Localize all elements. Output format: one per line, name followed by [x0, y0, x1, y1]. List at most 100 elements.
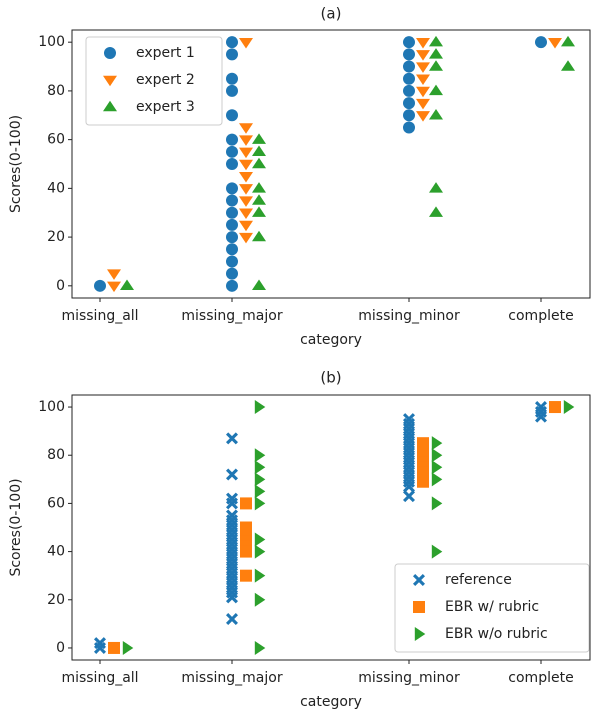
legend-marker: [103, 75, 117, 87]
x-tick-label: complete: [508, 308, 573, 324]
data-point: [431, 544, 443, 559]
data-point: [403, 60, 415, 73]
data-point: [403, 72, 415, 85]
data-point: [416, 37, 430, 49]
legend-marker: [104, 47, 116, 59]
data-point: [252, 279, 266, 291]
data-point: [416, 74, 430, 86]
data-point: [416, 111, 430, 122]
data-point: [226, 243, 238, 256]
data-point: [226, 36, 238, 49]
data-point: [226, 255, 238, 268]
legend-label: expert 2: [136, 72, 195, 88]
data-point: [108, 641, 120, 654]
legend: reference EBR w/ rubric EBR w/o rubric: [394, 563, 590, 653]
data-point: [429, 84, 443, 96]
data-point: [240, 497, 252, 510]
data-point: [431, 496, 443, 511]
data-point: [240, 545, 252, 558]
data-point: [429, 48, 443, 59]
data-point: [226, 591, 238, 604]
legend-label: EBR w/o rubric: [445, 626, 548, 642]
data-point: [561, 60, 575, 71]
data-point: [416, 50, 430, 61]
legend-marker: [414, 627, 426, 641]
legend-marker: [413, 574, 425, 586]
data-point: [239, 184, 253, 195]
legend-marker: [413, 601, 425, 613]
data-point: [239, 232, 253, 244]
y-tick-label: 0: [56, 640, 65, 656]
data-point: [226, 84, 238, 97]
data-point: [226, 145, 238, 158]
data-point: [403, 121, 415, 134]
data-point: [94, 641, 106, 654]
data-point: [107, 281, 121, 293]
data-point: [94, 279, 106, 292]
data-point: [403, 84, 415, 97]
data-point: [403, 48, 415, 61]
data-point: [252, 194, 266, 205]
data-point: [239, 196, 253, 207]
data-point: [226, 468, 238, 481]
y-axis-label: Scores(0-100): [8, 478, 24, 576]
data-point: [226, 158, 238, 170]
legend-box: [394, 563, 590, 653]
x-axis-label: category: [300, 694, 362, 710]
y-tick-label: 60: [47, 132, 65, 148]
x-tick-label: missing_major: [181, 670, 282, 686]
data-point: [429, 206, 443, 217]
data-point: [417, 475, 429, 488]
data-point: [254, 484, 266, 499]
data-point: [403, 97, 415, 110]
data-point: [403, 480, 415, 493]
data-point: [429, 108, 443, 120]
data-point: [431, 448, 443, 463]
data-point: [239, 135, 253, 146]
data-point: [226, 613, 238, 626]
data-point: [239, 37, 253, 49]
data-point: [416, 62, 430, 73]
y-tick-label: 20: [47, 592, 65, 608]
data-point: [226, 206, 238, 219]
data-point: [254, 400, 266, 415]
y-tick-label: 60: [47, 495, 65, 511]
data-point: [226, 432, 238, 445]
y-tick-label: 20: [47, 229, 65, 245]
data-point: [120, 279, 134, 291]
data-point: [226, 231, 238, 244]
y-tick-label: 100: [38, 399, 65, 415]
data-point: [252, 230, 266, 242]
data-point: [226, 48, 238, 61]
chart-title: (a): [321, 5, 342, 23]
x-axis-label: category: [300, 332, 362, 348]
data-point: [240, 569, 252, 582]
data-point: [254, 472, 266, 487]
plot-frame: [71, 394, 591, 661]
data-point: [254, 532, 266, 547]
y-tick-label: 80: [47, 83, 65, 99]
data-point: [226, 72, 238, 85]
y-tick-label: 80: [47, 447, 65, 463]
data-point: [254, 544, 266, 559]
data-point: [429, 182, 443, 193]
x-tick-label: missing_minor: [358, 670, 460, 686]
data-point: [252, 133, 266, 144]
data-point: [226, 279, 238, 292]
chart-title: (b): [320, 369, 341, 387]
data-point: [254, 640, 266, 655]
y-axis-label: Scores(0-100): [8, 115, 24, 213]
data-point: [239, 159, 253, 171]
data-point: [403, 490, 415, 503]
legend-label: expert 1: [136, 45, 195, 61]
data-point: [239, 147, 253, 159]
data-point: [226, 218, 238, 231]
data-point: [252, 206, 266, 217]
data-point: [403, 36, 415, 49]
data-point: [548, 37, 562, 49]
data-point: [226, 497, 238, 510]
data-point: [252, 145, 266, 157]
data-point: [239, 208, 253, 220]
y-tick-label: 100: [38, 34, 65, 50]
